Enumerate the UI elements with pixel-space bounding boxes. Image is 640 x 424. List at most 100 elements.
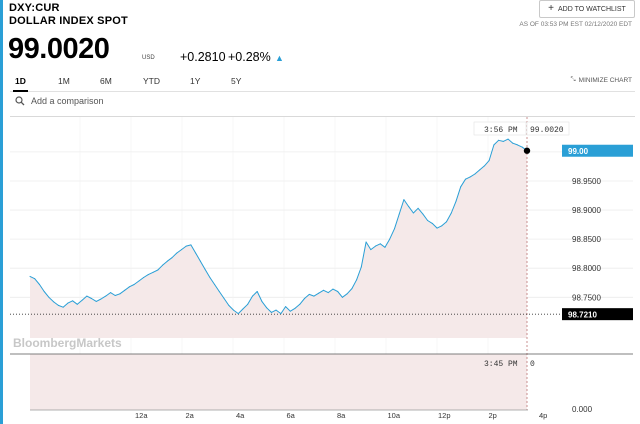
- price-change-percent: +0.28%: [228, 50, 271, 64]
- price-line-segment: [394, 213, 400, 230]
- price-line-segment: [138, 277, 145, 282]
- price-line-segment: [517, 144, 523, 148]
- price-line-segment: [43, 291, 50, 298]
- price-line-segment: [441, 221, 447, 227]
- price-line-segment: [133, 280, 140, 285]
- last-price-tag: [562, 144, 633, 157]
- volume-value: 0: [530, 360, 535, 369]
- price-line-segment: [502, 138, 509, 142]
- tab-1y[interactable]: 1Y: [190, 76, 201, 86]
- price-line-segment: [29, 275, 36, 280]
- last-price-tag-label: 99.00: [568, 147, 589, 156]
- price-line-segment: [237, 308, 244, 315]
- x-tick-label: 2p: [489, 411, 497, 420]
- price-line-segment: [455, 186, 462, 202]
- previous-close-tag-label: 98.7210: [568, 311, 597, 320]
- add-to-watchlist-button[interactable]: + ADD TO WATCHLIST: [539, 0, 635, 18]
- price-line-segment: [507, 138, 514, 144]
- x-tick-label: 10a: [388, 411, 401, 420]
- crosshair-time-box: [473, 121, 527, 136]
- price-line-segment: [34, 278, 40, 285]
- price-line-segment: [185, 244, 192, 247]
- price-line-segment: [86, 295, 92, 299]
- price-line-segment: [275, 309, 282, 315]
- price-line-segment: [498, 139, 504, 142]
- price-line-segment: [398, 199, 405, 215]
- price-line-segment: [247, 295, 253, 305]
- crosshair-time: 3:56 PM: [484, 126, 518, 135]
- price-line-segment: [256, 291, 263, 302]
- price-line-segment: [408, 206, 414, 214]
- price-line-segment: [346, 288, 353, 295]
- price-line-segment: [299, 298, 305, 305]
- price-line-segment: [365, 241, 372, 251]
- price-line-segment: [62, 302, 69, 308]
- price-line-segment: [152, 269, 159, 273]
- price-line-segment: [261, 300, 268, 309]
- price-line-segment: [294, 303, 301, 309]
- price-line-segment: [469, 173, 476, 178]
- price-line-segment: [100, 295, 107, 300]
- price-line-segment: [285, 306, 291, 312]
- price-line-segment: [370, 245, 376, 251]
- price-change: +0.2810: [180, 50, 226, 64]
- price-line-segment: [195, 252, 201, 262]
- minimize-chart-button[interactable]: ⤡ MINIMIZE CHART: [570, 76, 632, 84]
- search-icon: [15, 96, 25, 109]
- price-line-segment: [57, 304, 64, 308]
- price-line-segment: [39, 284, 45, 292]
- price-line-segment: [488, 144, 495, 162]
- price-line-segment: [337, 291, 343, 298]
- price-line-segment: [176, 249, 182, 254]
- price-line-segment: [379, 243, 386, 248]
- price-line-segment: [403, 199, 410, 208]
- tab-1m[interactable]: 1M: [58, 76, 70, 86]
- y-tick-label: 98.9000: [572, 206, 601, 215]
- price-line-segment: [242, 303, 249, 310]
- as-of-timestamp: AS OF 03:53 PM EST 02/12/2020 EDT: [519, 21, 632, 28]
- price-line-segment: [171, 252, 178, 259]
- price-line-segment: [465, 176, 471, 180]
- tab-ytd[interactable]: YTD: [143, 76, 160, 86]
- price-line-segment: [128, 284, 135, 288]
- tab-1d[interactable]: 1D: [15, 76, 26, 86]
- tab-5y[interactable]: 5Y: [231, 76, 242, 86]
- price-line-segment: [157, 264, 163, 271]
- minimize-label: MINIMIZE CHART: [578, 76, 632, 84]
- tab-6m[interactable]: 6M: [100, 76, 112, 86]
- price-line-segment: [318, 289, 324, 294]
- crosshair-value: 99.0020: [530, 126, 564, 135]
- price-line-segment: [417, 207, 424, 215]
- price-line-segment: [162, 260, 168, 266]
- price-line-segment: [48, 296, 55, 303]
- tabs-divider: [10, 91, 635, 92]
- price-line-segment: [280, 306, 287, 315]
- left-accent-bar: [0, 0, 3, 424]
- previous-close-tag: [562, 308, 633, 321]
- price-line-segment: [308, 293, 315, 297]
- price-line-segment: [356, 266, 362, 281]
- price-line-segment: [199, 260, 206, 270]
- price-line-segment: [323, 289, 329, 294]
- price-line-segment: [95, 298, 102, 302]
- y-tick-label: 98.7500: [572, 293, 601, 302]
- price-line-segment: [72, 300, 78, 305]
- x-tick-label: 2a: [186, 411, 195, 420]
- volume-band: [30, 354, 527, 410]
- price-line-segment: [119, 289, 126, 295]
- price-line-segment: [105, 292, 111, 297]
- y-tick-label: 98.8000: [572, 264, 601, 273]
- watchlist-label: ADD TO WATCHLIST: [558, 5, 626, 13]
- price-line-segment: [214, 284, 220, 292]
- price-line-segment: [81, 295, 88, 301]
- last-price-marker: [523, 147, 531, 154]
- price-line-segment: [493, 139, 500, 146]
- price-line-segment: [289, 307, 296, 312]
- comparison-input[interactable]: Add a comparison: [31, 96, 104, 106]
- price-line-segment: [313, 292, 320, 297]
- price-line-segment: [332, 288, 339, 292]
- y-tick-label: 98.8500: [572, 235, 601, 244]
- volume-axis-label: 0.000: [572, 405, 593, 414]
- price-line-segment: [114, 293, 121, 296]
